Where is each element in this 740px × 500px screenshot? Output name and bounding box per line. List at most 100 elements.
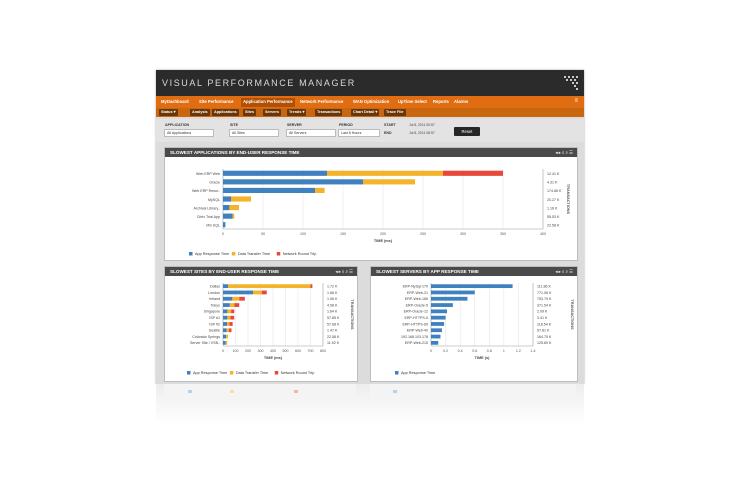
category-label: Dallas (210, 284, 220, 288)
subnav-item-analysis[interactable]: Analysis (190, 109, 210, 116)
bar-network-round-trip (231, 309, 235, 314)
subnav-item-sites[interactable]: Sites (243, 109, 257, 116)
transactions-value: 753.79 K (537, 297, 552, 301)
transactions-value: 125.60 K (537, 341, 552, 345)
site-label: SITE (230, 123, 238, 127)
transactions-value: 3.41 K (537, 316, 548, 320)
filter-bar: APPLICATION All Applications SITE All Si… (156, 119, 584, 142)
reset-button[interactable]: Reset (454, 127, 480, 136)
bar-app-response-time (223, 296, 233, 301)
apps-panel-title: SLOWEST APPLICATIONS BY END-USER RESPONS… (165, 148, 577, 157)
category-label: Archival Library.. (194, 206, 221, 210)
nav-item-mydashboard[interactable]: MyDashboard (161, 99, 189, 104)
sub-nav: Status ▾ Analysis Applications Sites Servers… (156, 108, 584, 117)
sites-panel: SLOWEST SITES BY END-USER RESPONSE TIME … (164, 266, 358, 382)
bar-app-response-time (223, 205, 230, 211)
category-label: ERP-HTTPS-69 (402, 322, 428, 326)
x-tick-label: 800 (320, 349, 326, 353)
bar-app-response-time (223, 179, 363, 185)
menu-icon[interactable]: ≡ (574, 98, 578, 104)
x-tick-label: 0.2 (443, 349, 448, 353)
end-value[interactable]: Jul 8, 2011 08:57 (409, 131, 435, 135)
panel-toolbar[interactable]: ◂▸⌕⌕☰ (555, 150, 574, 155)
subnav-item-status[interactable]: Status ▾ (159, 109, 178, 116)
transactions-value: 4.31 K (547, 181, 558, 185)
nav-item-reports[interactable]: Reports (433, 99, 449, 104)
nav-item-alarms[interactable]: Alarms (454, 99, 469, 104)
bar-app-response-time (223, 196, 231, 202)
subnav-item-trace-file[interactable]: Trace File (384, 109, 406, 116)
chevron-down-icon: ▾ (374, 110, 378, 114)
category-label: MySQL (208, 198, 220, 202)
bar-app-response-time (223, 340, 226, 345)
legend-label: App Response Time (193, 371, 227, 375)
servers-panel: SLOWEST SERVERS BY APP RESPONSE TIME ◂▸⌕… (370, 266, 578, 382)
legend-label: App Response Time (401, 371, 435, 375)
x-tick-label: 50 (261, 232, 265, 236)
category-label: ERP-NySql-170 (403, 284, 428, 288)
x-tick-label: 300 (258, 349, 264, 353)
bar-app-response-time (431, 290, 475, 295)
subnav-item-applications[interactable]: Applications (212, 109, 239, 116)
bar-data-transfer-time (315, 187, 325, 193)
x-tick-label: 300 (460, 232, 466, 236)
category-label: Colorado Springs (192, 335, 220, 339)
legend-label: Network Round Trip (281, 371, 315, 375)
legend-swatch (189, 252, 193, 256)
nav-item-wan-optimization[interactable]: WAN Optimization (353, 99, 390, 104)
category-label: ERP-Oracle-5 (406, 303, 428, 307)
bar-app-response-time (223, 284, 228, 289)
transactions-value: 11.92 K (327, 341, 340, 345)
subnav-item-servers[interactable]: Servers (263, 109, 281, 116)
category-label: ERP-Web-40 (407, 329, 428, 333)
title-bar: VISUAL PERFORMANCE MANAGER (156, 70, 584, 96)
transactions-value: 164.75 K (537, 335, 552, 339)
subnav-item-chart-detail[interactable]: Chart Detail ▾ (351, 109, 380, 116)
bar-data-transfer-time (228, 284, 311, 289)
bar-data-transfer-time (229, 205, 239, 211)
subnav-item-transactions[interactable]: Transactions (315, 109, 343, 116)
site-select[interactable]: All Sites (229, 129, 279, 137)
bar-data-transfer-time (226, 328, 229, 333)
transactions-value: 22.58 K (547, 224, 560, 228)
x-tick-label: 0.8 (487, 349, 492, 353)
sites-panel-title: SLOWEST SITES BY END-USER RESPONSE TIME (165, 267, 357, 276)
start-label: START (384, 123, 396, 127)
application-label: APPLICATION (165, 123, 190, 127)
legend-swatch (274, 371, 279, 375)
nav-item-uptime-select[interactable]: UpTime Select (398, 99, 427, 104)
chevron-down-icon: ▾ (172, 110, 176, 114)
application-select[interactable]: All Applications (164, 129, 214, 137)
subnav-item-trends[interactable]: Trends ▾ (287, 109, 307, 116)
bar-app-response-time (431, 340, 439, 345)
x-tick-label: 0.4 (458, 349, 463, 353)
x-tick-label: 100 (300, 232, 306, 236)
period-select[interactable]: Last 8 Hours (338, 129, 380, 137)
transactions-value: 2.09 K (537, 310, 548, 314)
start-value[interactable]: Jul 8, 2011 00:57 (409, 123, 435, 127)
nav-item-site-performance[interactable]: Site Performance (199, 99, 234, 104)
transactions-value: 57.68 K (327, 322, 340, 326)
category-label: Ireland (209, 297, 220, 301)
legend-swatch (187, 371, 191, 375)
server-select[interactable]: All Servers (286, 129, 336, 137)
category-label: Tokyo (211, 303, 220, 307)
panel-toolbar[interactable]: ◂▸⌕⌕☰ (555, 269, 574, 274)
bar-app-response-time (223, 187, 315, 193)
x-tick-label: 1.4 (531, 349, 536, 353)
nav-item-network-performance[interactable]: Network Performance (300, 99, 344, 104)
legend-label: App Response Time (195, 252, 229, 256)
bar-data-transfer-time (227, 315, 231, 320)
transactions-value: 1.47 K (327, 329, 338, 333)
legend-label: Data Transfer Time (236, 371, 268, 375)
bar-app-response-time (431, 315, 446, 320)
bar-data-transfer-time (232, 213, 235, 219)
category-label: ERP-Oracle-12 (404, 310, 428, 314)
bar-data-transfer-time (327, 170, 443, 176)
servers-panel-title: SLOWEST SERVERS BY APP RESPONSE TIME (371, 267, 577, 276)
x-tick-label: 0 (222, 349, 224, 353)
bar-app-response-time (431, 284, 513, 289)
nav-item-application-performance[interactable]: Application Performance (241, 98, 295, 107)
panel-toolbar[interactable]: ◂▸⌕⌕☰ (335, 269, 354, 274)
legend-swatch (231, 252, 236, 256)
